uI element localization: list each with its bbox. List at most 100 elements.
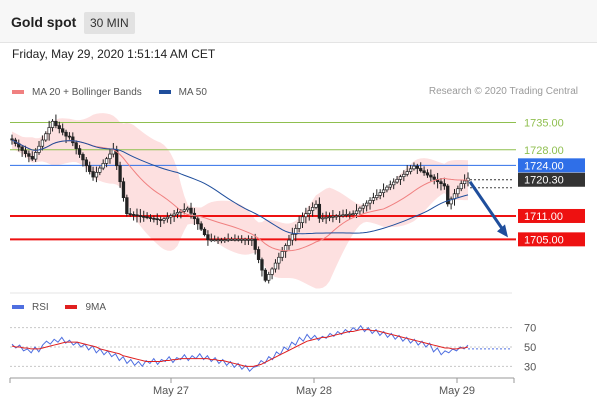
candle-body xyxy=(361,205,365,209)
candle xyxy=(365,200,369,212)
forecast-arrow-head xyxy=(497,224,508,238)
rsi-panel: 70 50 30 xyxy=(10,292,536,373)
candle xyxy=(236,235,240,242)
candle-body xyxy=(81,154,85,161)
candle xyxy=(412,162,416,171)
price-legend: MA 20 + Bollinger Bands MA 50 xyxy=(12,86,221,98)
candle-body xyxy=(94,171,99,178)
candle xyxy=(395,175,399,184)
candle-body xyxy=(253,239,257,250)
candle xyxy=(152,215,156,223)
bollinger-band xyxy=(12,113,468,289)
candle xyxy=(226,233,230,243)
candle xyxy=(77,145,82,158)
timestamp: Friday, May 29, 2020 1:51:14 AM CET xyxy=(12,47,216,61)
candle xyxy=(223,236,227,243)
candle xyxy=(67,132,72,140)
candle-body xyxy=(182,209,186,212)
candle-body xyxy=(354,210,359,214)
candle xyxy=(84,157,88,173)
candle xyxy=(138,208,143,223)
timeframe-badge[interactable]: 30 MIN xyxy=(84,12,135,34)
candle-body xyxy=(125,197,129,214)
candle xyxy=(101,159,105,171)
rsi-series-9ma xyxy=(11,329,469,367)
candle xyxy=(256,246,261,264)
candle-body xyxy=(240,239,244,241)
x-tick-label: May 27 xyxy=(153,385,189,397)
rsi-legend: RSI 9MA xyxy=(12,301,120,313)
candle xyxy=(378,189,382,200)
candle-body xyxy=(378,192,382,196)
candle xyxy=(199,221,203,231)
candle-body xyxy=(213,239,217,242)
candle xyxy=(287,234,291,250)
candle-body xyxy=(23,150,28,154)
candle-body xyxy=(395,179,399,183)
candle-body xyxy=(415,165,419,169)
candle xyxy=(419,162,423,173)
candle-body xyxy=(256,249,261,260)
level-tag-support xyxy=(518,208,585,223)
candle xyxy=(270,267,274,280)
legend-label: MA 20 + Bollinger Bands xyxy=(32,86,142,98)
candle xyxy=(23,145,28,158)
legend-item-9ma: 9MA xyxy=(65,302,106,313)
candle-body xyxy=(121,181,126,199)
candle-body xyxy=(47,127,51,135)
candle-body xyxy=(263,269,267,281)
candle-body xyxy=(189,207,193,214)
candle-body xyxy=(50,120,55,128)
candle-body xyxy=(358,207,362,212)
level-label-target: 1735.00 xyxy=(524,117,564,129)
candle xyxy=(128,208,132,217)
candle-body xyxy=(324,216,328,219)
candle xyxy=(290,227,295,246)
candle-body xyxy=(314,203,318,208)
candle-body xyxy=(348,213,352,216)
candle xyxy=(98,165,102,176)
candle xyxy=(202,227,207,237)
x-tick-label: May 29 xyxy=(439,385,475,397)
level-label-pivot: 1724.00 xyxy=(524,160,564,172)
candle-body xyxy=(300,216,305,223)
candle xyxy=(300,212,305,228)
candle-body xyxy=(392,181,396,186)
candle xyxy=(155,213,159,226)
candle-body xyxy=(236,239,240,241)
candle-body xyxy=(341,214,345,217)
candle xyxy=(317,197,322,223)
candle xyxy=(104,156,109,168)
candle-body xyxy=(229,239,234,241)
candle xyxy=(94,166,99,183)
candle-body xyxy=(422,170,426,174)
candle xyxy=(432,174,436,185)
candle-body xyxy=(226,239,230,241)
candle-body xyxy=(118,165,122,183)
candle-body xyxy=(206,234,210,241)
level-label-target: 1728.00 xyxy=(524,145,564,157)
candle-body xyxy=(442,183,447,187)
candle xyxy=(307,205,311,221)
candle-body xyxy=(283,245,288,252)
candle xyxy=(71,132,75,147)
candle-body xyxy=(101,163,105,169)
candle-body xyxy=(429,174,433,178)
candle-body xyxy=(273,262,278,270)
candle-body xyxy=(108,153,112,160)
candle xyxy=(162,217,166,224)
legend-label: MA 50 xyxy=(178,86,207,98)
candle xyxy=(88,161,92,175)
candle-body xyxy=(277,256,281,264)
level-label-last: 1720.30 xyxy=(524,175,564,187)
candle xyxy=(54,114,58,129)
candle-body xyxy=(148,217,153,219)
candle-body xyxy=(71,136,75,144)
level-tag-support xyxy=(518,232,585,247)
candle xyxy=(294,224,298,242)
candle-body xyxy=(165,216,170,220)
candle xyxy=(91,166,95,181)
candle xyxy=(439,178,443,191)
candle xyxy=(209,233,213,243)
